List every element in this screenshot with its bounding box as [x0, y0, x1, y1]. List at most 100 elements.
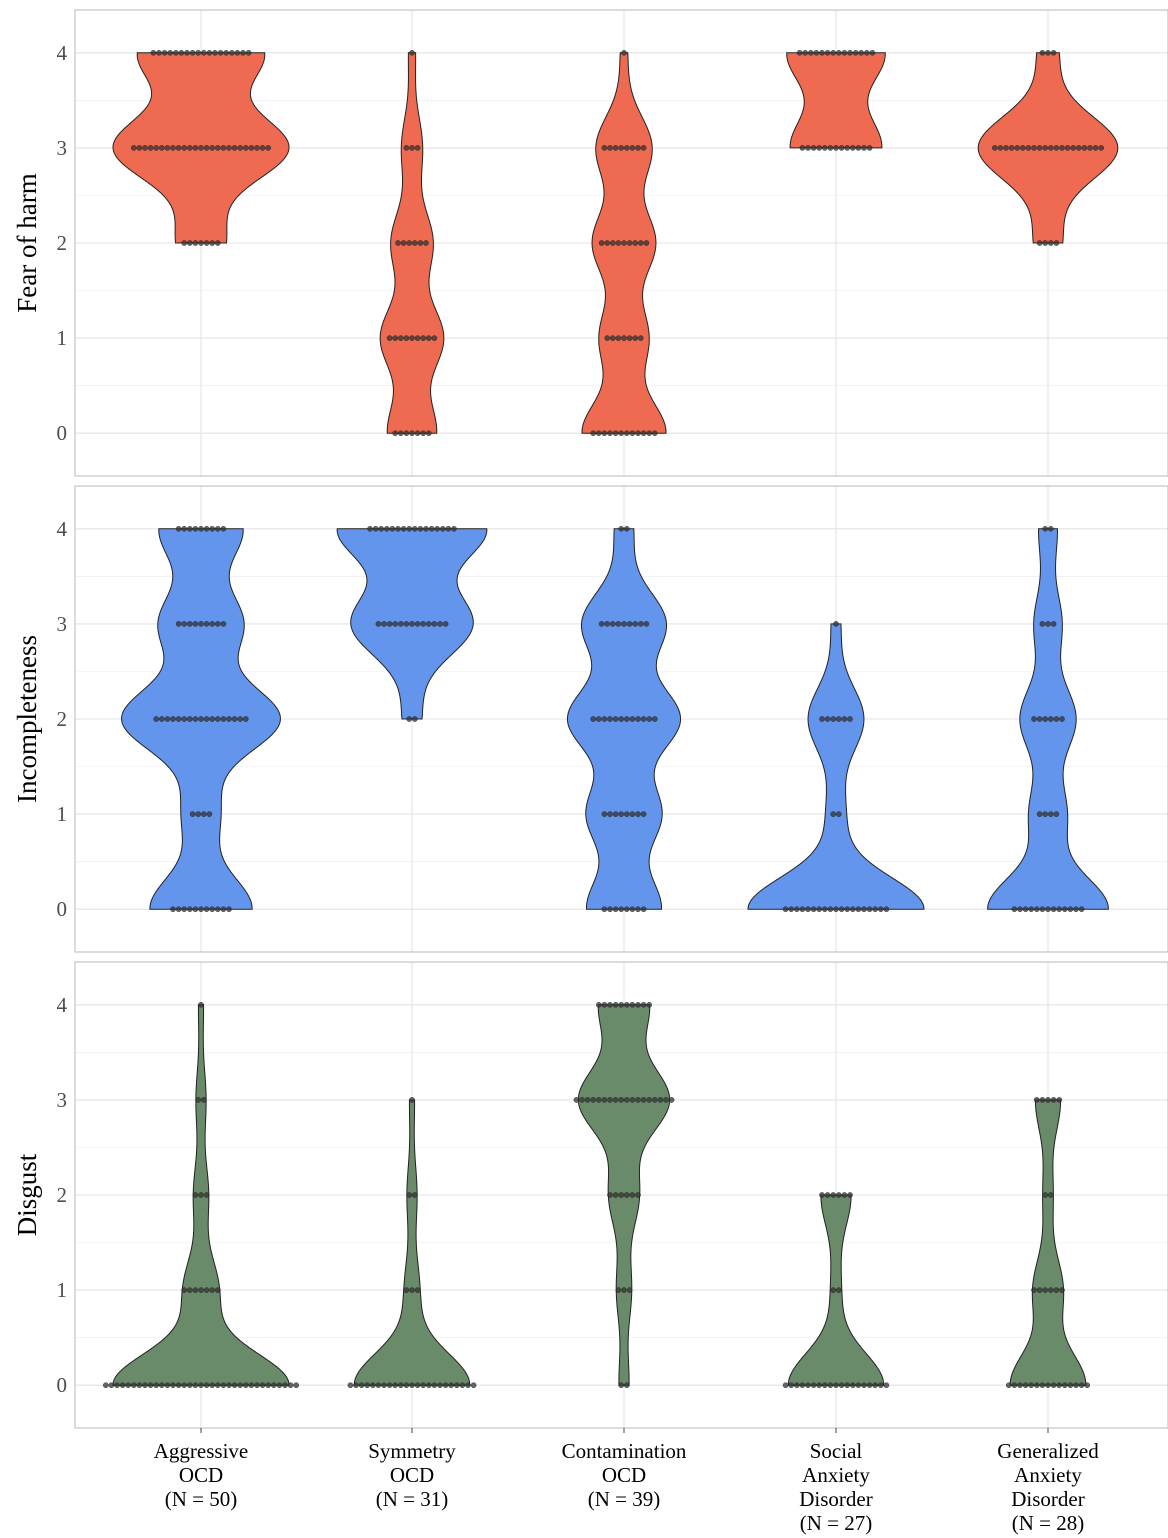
data-point [240, 50, 246, 56]
data-point [220, 1382, 227, 1388]
data-point [276, 1382, 283, 1388]
data-point [635, 430, 641, 437]
data-point [186, 1382, 193, 1388]
data-point [607, 716, 613, 722]
data-point [1053, 1287, 1060, 1293]
data-point [841, 716, 848, 722]
y-tick-label: 3 [57, 136, 68, 160]
y-tick-label: 1 [57, 1278, 68, 1302]
data-point [234, 50, 241, 56]
data-point [161, 50, 168, 56]
data-point [624, 1097, 630, 1103]
data-point [1053, 811, 1060, 817]
data-point [420, 430, 427, 437]
data-point [1022, 1382, 1029, 1388]
data-point [1084, 1382, 1090, 1388]
data-point [181, 906, 187, 913]
data-point [220, 621, 227, 627]
data-point [782, 1382, 789, 1388]
data-point [209, 1382, 215, 1388]
data-point [612, 1097, 619, 1103]
y-tick-label: 0 [57, 897, 68, 921]
data-point [1098, 145, 1104, 151]
data-point [612, 716, 619, 722]
data-point [347, 1382, 354, 1388]
data-point [1039, 621, 1046, 627]
data-point [624, 526, 630, 532]
data-point [861, 1382, 867, 1388]
data-point [136, 1382, 143, 1388]
data-point [657, 1097, 664, 1103]
data-point [618, 1192, 625, 1198]
data-point [431, 1382, 438, 1388]
data-point [198, 906, 204, 913]
data-point [618, 1382, 625, 1388]
data-point [1014, 145, 1021, 151]
data-point [395, 240, 401, 246]
data-point [626, 335, 633, 341]
data-point [864, 50, 870, 56]
data-point [833, 906, 839, 913]
data-point [799, 145, 806, 151]
x-category-label: Aggressive OCD (N = 50) [154, 1439, 248, 1511]
data-point [195, 811, 201, 817]
data-point [796, 50, 803, 56]
data-point [411, 716, 418, 722]
data-point [406, 526, 413, 532]
data-point [367, 526, 373, 532]
data-point [248, 1382, 255, 1388]
violin-group [347, 1097, 477, 1388]
data-point [186, 621, 193, 627]
data-point [372, 526, 379, 532]
y-tick-label: 2 [57, 707, 68, 731]
data-point [883, 906, 890, 913]
x-category-label-line: Anxiety [1014, 1463, 1082, 1487]
data-point [819, 50, 825, 56]
data-point [420, 621, 427, 627]
data-point [231, 145, 238, 151]
data-point [423, 240, 429, 246]
data-point [1078, 1382, 1085, 1388]
data-point [847, 50, 853, 56]
data-point [409, 335, 415, 341]
data-point [184, 50, 190, 56]
violin-group [977, 50, 1119, 246]
data-point [833, 621, 839, 627]
data-point [175, 621, 182, 627]
panels: 0 1 2 3 4 Fear of harm 0 1 2 3 4 Incompleteness 0 1 2 3… [12, 9, 1168, 1429]
data-point [640, 430, 647, 437]
data-point [612, 811, 619, 817]
data-point [629, 811, 636, 817]
data-point [640, 906, 647, 913]
data-point [411, 240, 418, 246]
y-tick-label: 4 [57, 993, 68, 1017]
data-point [596, 430, 602, 437]
data-point [406, 240, 413, 246]
data-point [423, 526, 429, 532]
data-point [830, 1192, 837, 1198]
data-point [245, 50, 252, 56]
x-category-label-line: OCD [179, 1463, 223, 1487]
data-point [448, 1382, 455, 1388]
data-point [403, 1382, 410, 1388]
data-point [601, 906, 608, 913]
data-point [1050, 1097, 1057, 1103]
data-point [1050, 906, 1057, 913]
y-tick-label: 2 [57, 1183, 68, 1207]
data-point [1042, 240, 1048, 246]
data-point [601, 430, 608, 437]
data-point [403, 145, 410, 151]
data-point [259, 1382, 266, 1388]
data-point [212, 50, 218, 56]
data-point [206, 811, 213, 817]
data-point [1039, 1097, 1046, 1103]
data-point [375, 621, 382, 627]
data-point [621, 621, 627, 627]
data-point [629, 716, 636, 722]
data-point [1042, 1287, 1048, 1293]
data-point [1039, 906, 1046, 913]
data-point [442, 1382, 449, 1388]
data-point [1031, 1287, 1037, 1293]
data-point [1067, 1382, 1074, 1388]
data-point [836, 811, 842, 817]
